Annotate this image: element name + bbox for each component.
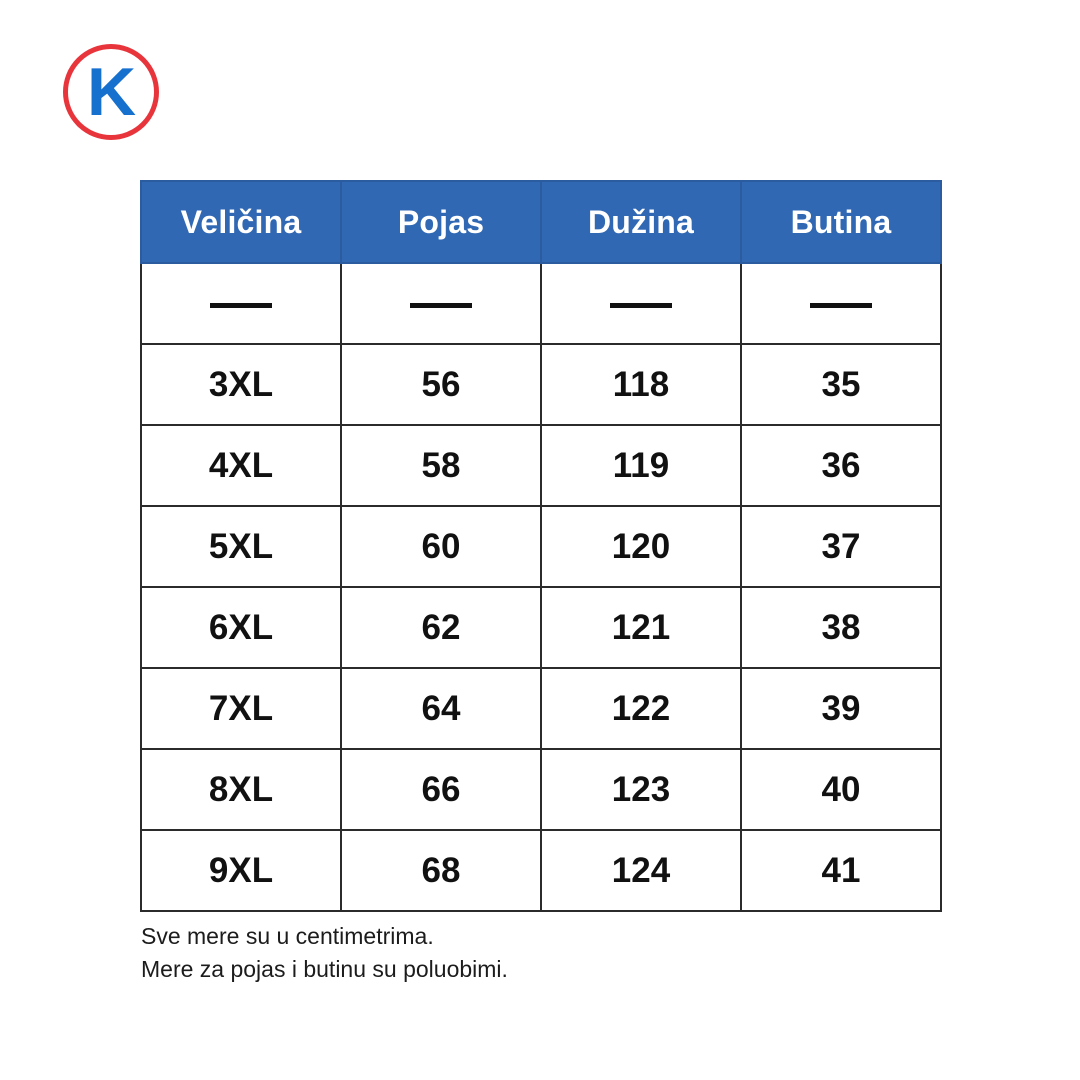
cell-butina: 35 xyxy=(740,343,942,426)
measurement-notes: Sve mere su u centimetrima. Mere za poja… xyxy=(141,920,508,987)
dash-icon xyxy=(610,302,672,308)
cell-dash-butina xyxy=(740,262,942,345)
cell-duzina: 120 xyxy=(540,505,742,588)
cell-size: 9XL xyxy=(140,829,342,912)
table-row-divider xyxy=(140,262,942,345)
column-header-butina: Butina xyxy=(740,180,942,264)
dash-icon xyxy=(810,302,872,308)
table-header: Veličina Pojas Dužina Butina xyxy=(140,180,942,264)
logo-circle-icon xyxy=(63,44,159,140)
cell-pojas: 60 xyxy=(340,505,542,588)
cell-duzina: 118 xyxy=(540,343,742,426)
cell-pojas: 62 xyxy=(340,586,542,669)
column-header-velicina: Veličina xyxy=(140,180,342,264)
logo-letter-k: K xyxy=(86,54,136,130)
cell-size: 4XL xyxy=(140,424,342,507)
table-body: 3XL 56 118 35 4XL 58 119 36 5XL 60 120 3… xyxy=(140,262,942,912)
cell-dash-pojas xyxy=(340,262,542,345)
cell-size: 5XL xyxy=(140,505,342,588)
table-row: 8XL 66 123 40 xyxy=(140,748,942,831)
cell-butina: 41 xyxy=(740,829,942,912)
cell-butina: 38 xyxy=(740,586,942,669)
cell-butina: 37 xyxy=(740,505,942,588)
size-chart-table: Veličina Pojas Dužina Butina 3XL 56 118 … xyxy=(140,180,942,912)
table-row: 6XL 62 121 38 xyxy=(140,586,942,669)
cell-dash-duzina xyxy=(540,262,742,345)
dash-icon xyxy=(410,302,472,308)
cell-pojas: 66 xyxy=(340,748,542,831)
cell-size: 7XL xyxy=(140,667,342,750)
brand-logo: K xyxy=(63,44,159,140)
cell-duzina: 122 xyxy=(540,667,742,750)
cell-pojas: 56 xyxy=(340,343,542,426)
cell-butina: 36 xyxy=(740,424,942,507)
cell-pojas: 58 xyxy=(340,424,542,507)
cell-duzina: 121 xyxy=(540,586,742,669)
cell-pojas: 68 xyxy=(340,829,542,912)
cell-pojas: 64 xyxy=(340,667,542,750)
note-line-2: Mere za pojas i butinu su poluobimi. xyxy=(141,956,508,983)
cell-duzina: 119 xyxy=(540,424,742,507)
dash-icon xyxy=(210,302,272,308)
table-row: 7XL 64 122 39 xyxy=(140,667,942,750)
table-row: 5XL 60 120 37 xyxy=(140,505,942,588)
cell-size: 3XL xyxy=(140,343,342,426)
cell-size: 8XL xyxy=(140,748,342,831)
cell-duzina: 124 xyxy=(540,829,742,912)
column-header-duzina: Dužina xyxy=(540,180,742,264)
table-header-row: Veličina Pojas Dužina Butina xyxy=(140,180,942,264)
cell-butina: 39 xyxy=(740,667,942,750)
table-row: 4XL 58 119 36 xyxy=(140,424,942,507)
table-row: 9XL 68 124 41 xyxy=(140,829,942,912)
table-row: 3XL 56 118 35 xyxy=(140,343,942,426)
column-header-pojas: Pojas xyxy=(340,180,542,264)
cell-size: 6XL xyxy=(140,586,342,669)
cell-duzina: 123 xyxy=(540,748,742,831)
cell-butina: 40 xyxy=(740,748,942,831)
note-line-1: Sve mere su u centimetrima. xyxy=(141,923,434,949)
cell-dash-velicina xyxy=(140,262,342,345)
